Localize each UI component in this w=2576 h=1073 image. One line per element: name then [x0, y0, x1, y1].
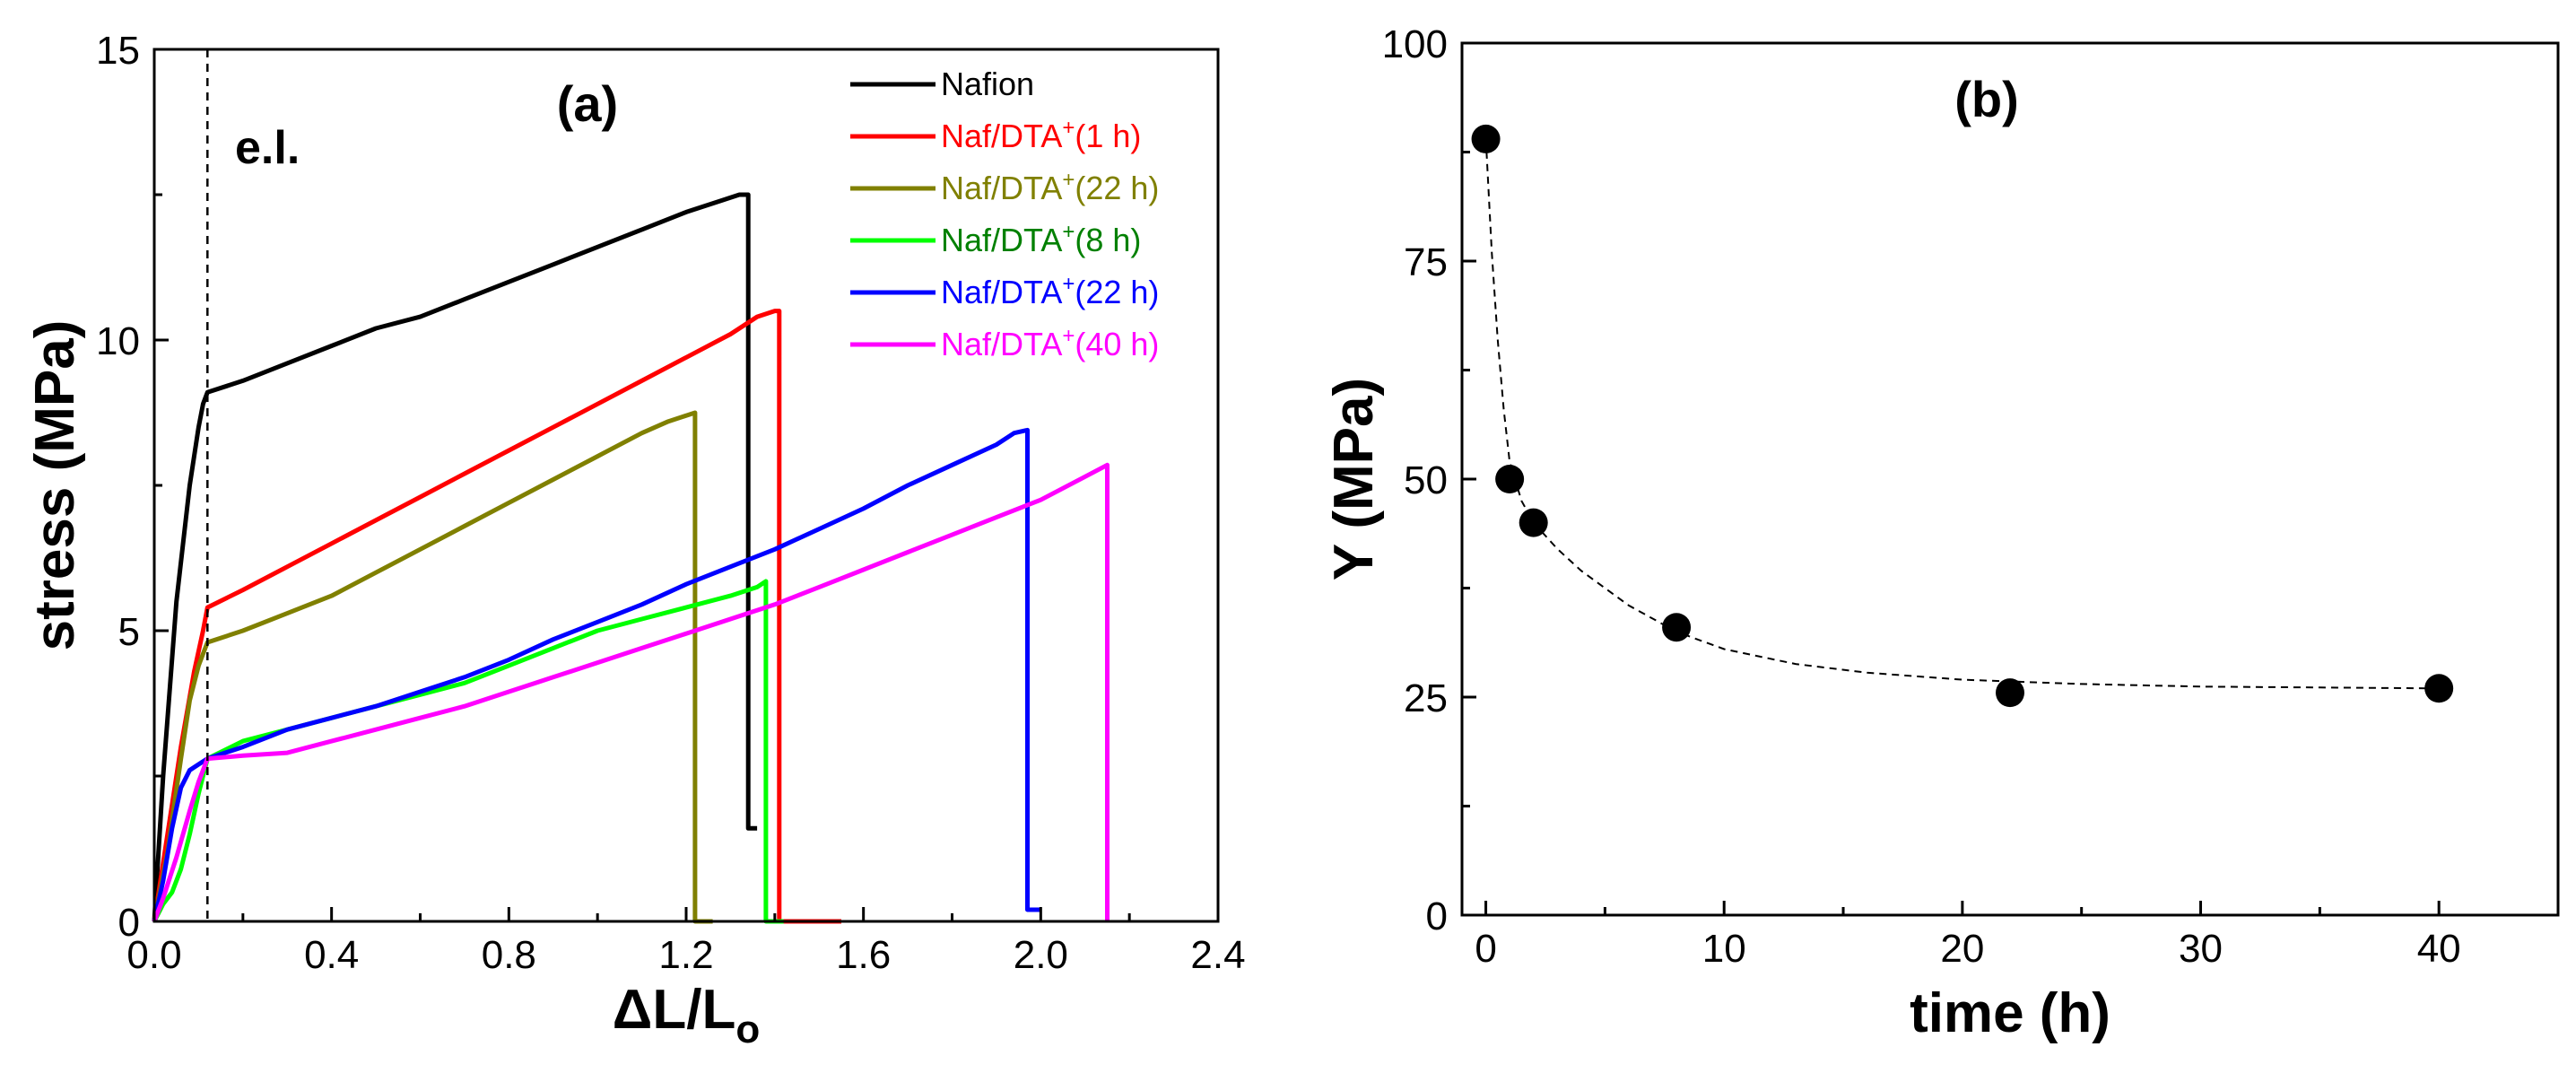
legend-entry: Nafion: [941, 65, 1034, 102]
y-tick-label: 0: [1426, 894, 1448, 938]
x-tick-label: 0.0: [126, 933, 181, 977]
data-point: [2424, 674, 2454, 703]
legend-entry: Naf/DTA+(8 h): [941, 220, 1141, 258]
series-line-4: [152, 427, 1041, 922]
legend-label-superscript: +: [1062, 272, 1075, 296]
panel-b-x-axis-title: time (h): [1910, 982, 2110, 1044]
panel-b-modulus-vs-time: 0 10 20 30 40 0 25 50 75 100 (b) Y (MPa) time (h): [1323, 22, 2560, 1044]
legend-label: Naf/DTA: [941, 118, 1062, 154]
x-axis-title-subscript: o: [735, 1008, 760, 1051]
data-point: [1519, 508, 1548, 537]
legend-entry: Naf/DTA+(40 h): [941, 324, 1159, 362]
panel-a-ticks: 0.0 0.4 0.8 1.2 1.6 2.0 2.4 0 5 10 15: [96, 29, 1246, 977]
series-line-1: [152, 309, 841, 924]
series-line-3: [152, 579, 784, 924]
legend-label-superscript: +: [1062, 324, 1075, 348]
x-tick-label: 2.0: [1014, 933, 1068, 977]
data-point: [1662, 613, 1692, 642]
y-tick-label: 5: [118, 610, 140, 654]
y-tick-label: 10: [96, 319, 140, 363]
legend-label-superscript: +: [1062, 168, 1075, 192]
legend-label-tail: (22 h): [1075, 170, 1159, 206]
x-tick-label: 10: [1702, 927, 1746, 971]
x-tick-label: 0: [1475, 927, 1496, 971]
y-tick-label: 0: [118, 901, 140, 945]
series-line-0: [152, 192, 758, 922]
legend-label-superscript: +: [1062, 220, 1075, 244]
x-tick-label: 1.6: [836, 933, 891, 977]
panel-a-series-group: [152, 192, 1110, 924]
legend-label-tail: (22 h): [1075, 274, 1159, 310]
series-line-5: [152, 462, 1110, 922]
panel-a-x-axis-title: ΔL/Lo: [613, 979, 760, 1051]
legend-label: Naf/DTA: [941, 222, 1062, 258]
legend-entry: Naf/DTA+(1 h): [941, 116, 1141, 154]
x-tick-label: 20: [1940, 927, 1984, 971]
data-point: [1996, 678, 2024, 708]
panel-b-frame: [1460, 41, 2560, 917]
x-tick-label: 0.4: [304, 933, 359, 977]
legend-entry: Naf/DTA+(22 h): [941, 272, 1159, 310]
y-tick-label: 15: [96, 29, 140, 73]
x-tick-label: 1.2: [658, 933, 713, 977]
x-tick-label: 40: [2417, 927, 2461, 971]
legend-label: Naf/DTA: [941, 274, 1062, 310]
x-tick-label: 0.8: [482, 933, 536, 977]
y-tick-label: 50: [1404, 458, 1448, 502]
legend-label: Naf/DTA: [941, 170, 1062, 206]
panel-a-y-axis-title: stress (MPa): [24, 320, 86, 651]
legend-entry: Naf/DTA+(22 h): [941, 168, 1159, 206]
fit-curve: [1484, 138, 2440, 690]
panel-b-ticks: 0 10 20 30 40 0 25 50 75 100: [1382, 22, 2461, 971]
legend-label: Nafion: [941, 65, 1034, 102]
legend-label-superscript: +: [1062, 116, 1075, 140]
panel-b-y-axis-title: Y (MPa): [1323, 378, 1385, 580]
panel-b-label: (b): [1954, 71, 2019, 127]
x-tick-label: 2.4: [1190, 933, 1245, 977]
panel-a-stress-strain: 0.0 0.4 0.8 1.2 1.6 2.0 2.4 0 5 10 15 (a) e.l. str…: [24, 29, 1246, 1051]
series-line-2: [152, 410, 713, 924]
x-tick-label: 30: [2179, 927, 2223, 971]
elastic-limit-annotation: e.l.: [235, 122, 300, 174]
legend-label-tail: (40 h): [1075, 326, 1159, 362]
y-tick-label: 100: [1382, 22, 1448, 66]
y-tick-label: 75: [1404, 240, 1448, 284]
y-tick-label: 25: [1404, 676, 1448, 720]
panel-b-points-group: [1471, 124, 2454, 708]
x-axis-title-main: ΔL/L: [613, 979, 736, 1041]
legend-label: Naf/DTA: [941, 326, 1062, 362]
data-point: [1495, 465, 1525, 493]
panel-a-label: (a): [557, 75, 618, 132]
data-point: [1471, 124, 1501, 153]
legend-label-tail: (1 h): [1075, 118, 1141, 154]
legend-label-tail: (8 h): [1075, 222, 1141, 258]
